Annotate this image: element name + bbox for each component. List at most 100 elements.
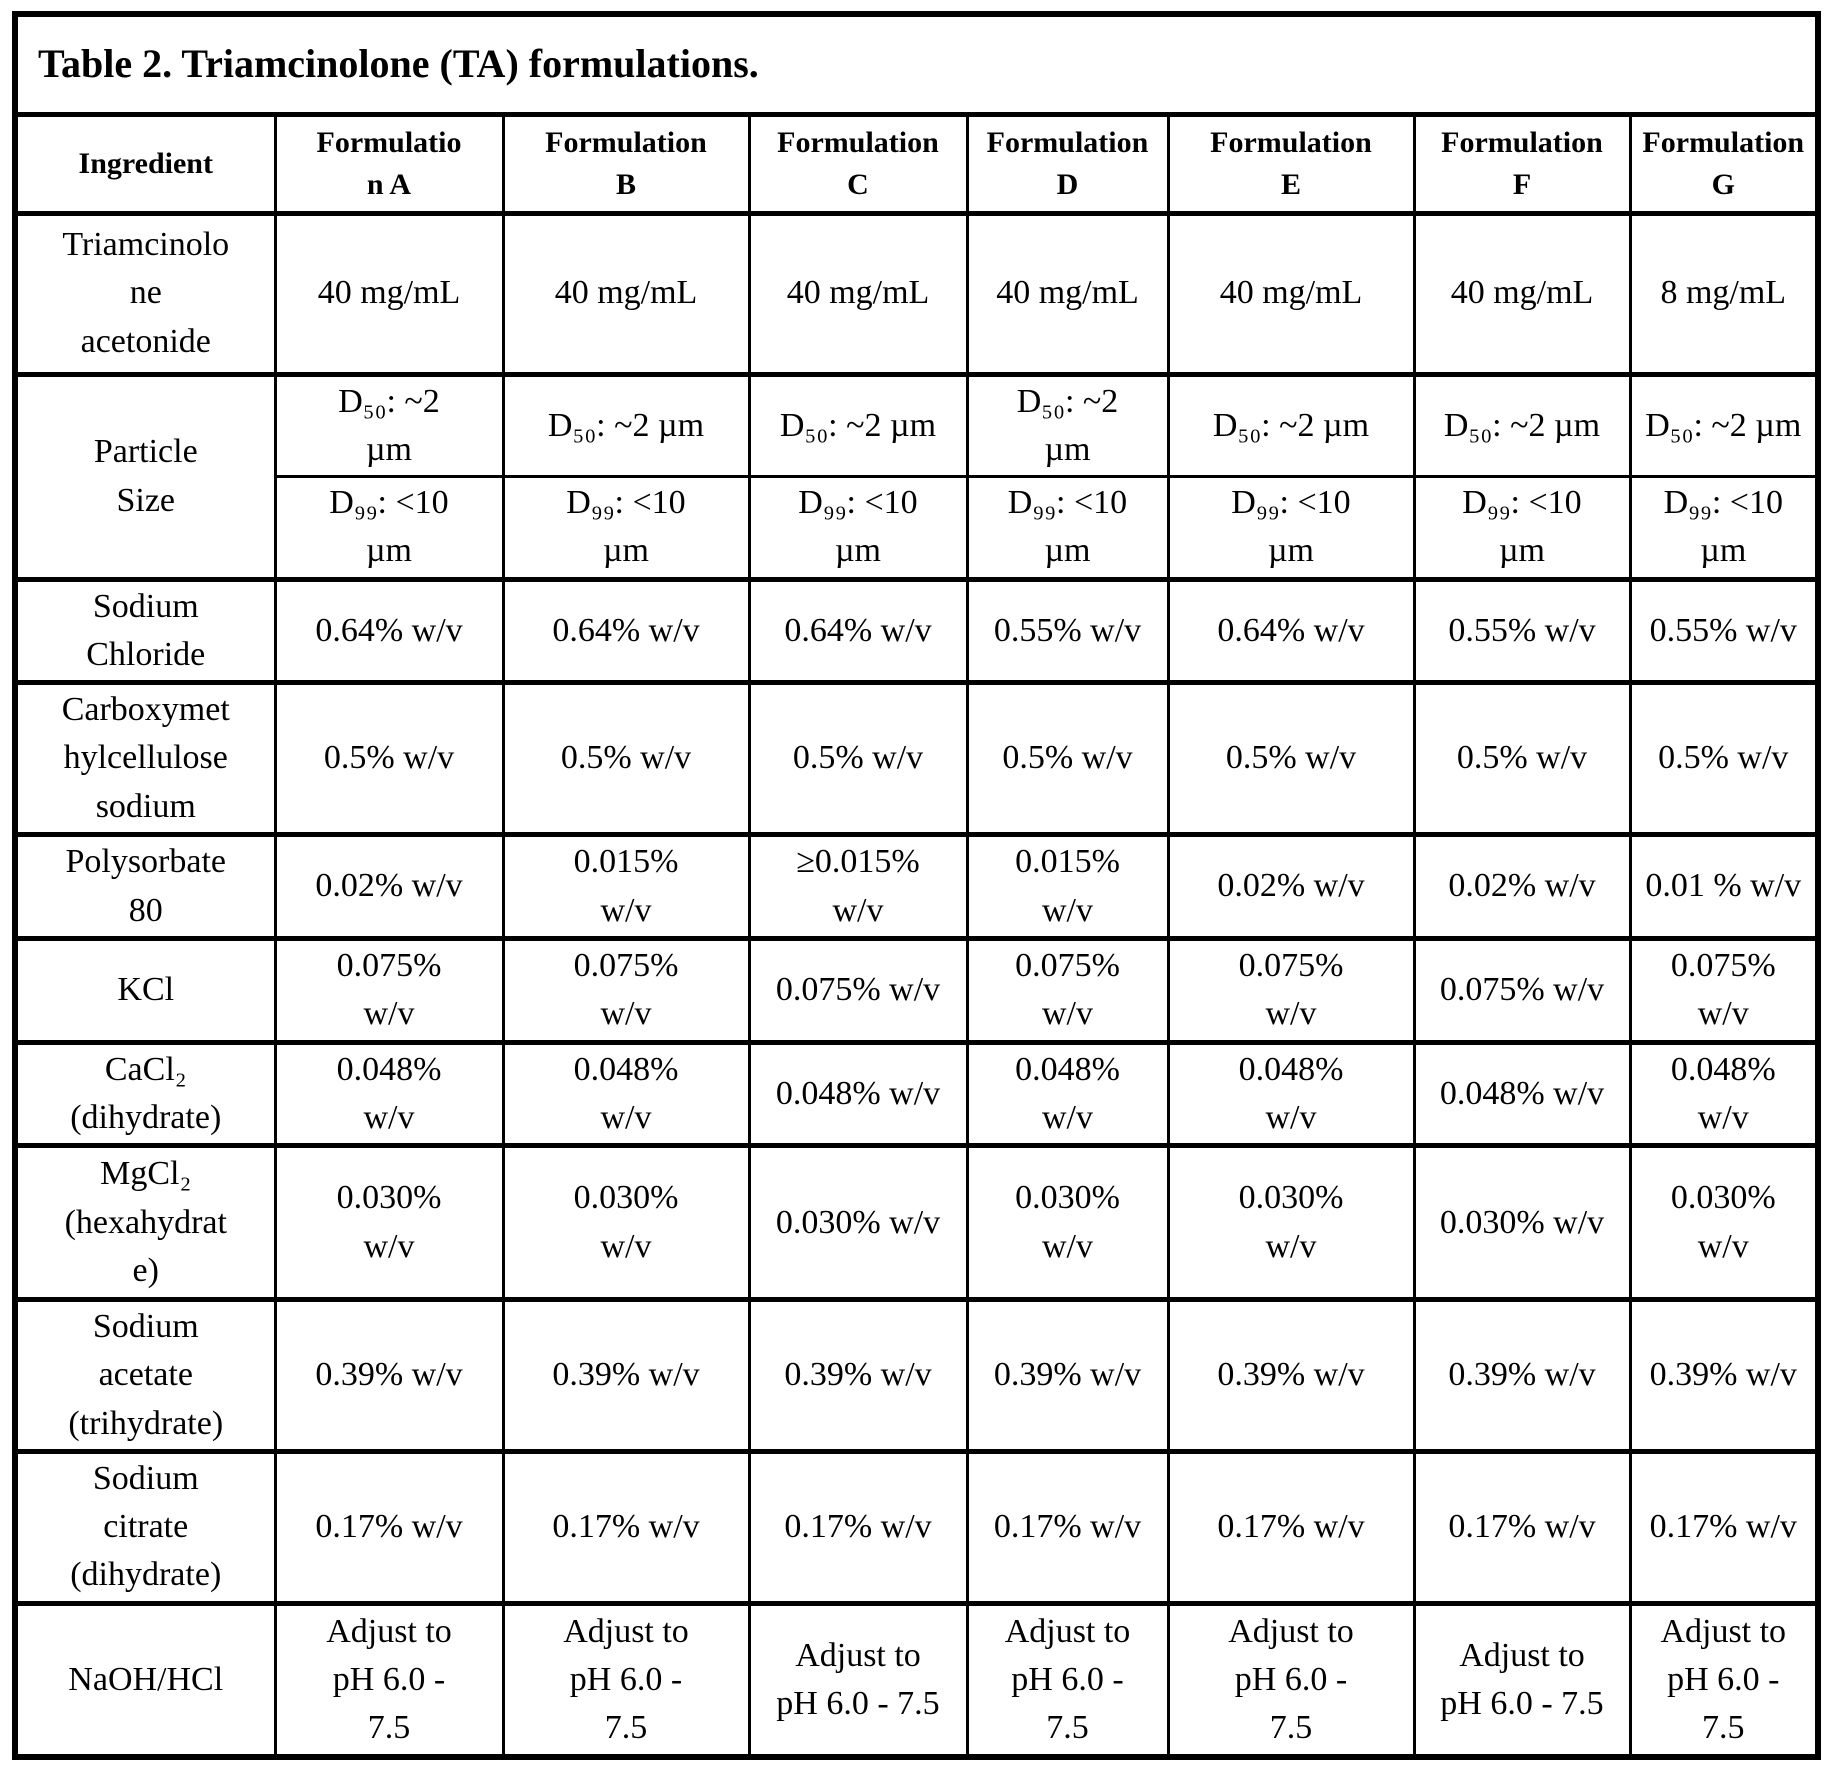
- row-label-naoh-hcl: NaOH/HCl: [13, 1600, 277, 1759]
- table-cell: Adjust to pH 6.0 - 7.5: [1628, 1600, 1820, 1759]
- table-cell: 0.5% w/v: [1412, 680, 1632, 837]
- table-cell: 0.64% w/v: [273, 576, 505, 685]
- table-cell: 0.048% w/v: [501, 1039, 751, 1148]
- table-cell: 0.39% w/v: [501, 1297, 751, 1453]
- row-label-cacl2-dihydrate: CaCl₂ (dihydrate): [13, 1039, 277, 1148]
- table-cell: 0.39% w/v: [965, 1297, 1170, 1453]
- table-cell: 0.64% w/v: [501, 576, 751, 685]
- table-cell: 0.030% w/v: [747, 1143, 969, 1302]
- table-cell: D₉₉: <10 µm: [273, 475, 505, 581]
- row-sodium-acetate-trihydrate: Sodium acetate (trihydrate) 0.39% w/v 0.…: [13, 1297, 1820, 1453]
- row-particle-size-d50: Particle Size D₅₀: ~2 µm D₅₀: ~2 µm D₅₀:…: [13, 371, 1820, 581]
- row-label-mgcl2-hexahydrate: MgCl₂ (hexahydrat e): [13, 1143, 277, 1302]
- table-cell: 40 mg/mL: [965, 210, 1170, 376]
- header-ingredient: Ingredient: [13, 111, 277, 216]
- table-cell: Adjust to pH 6.0 - 7.5: [965, 1600, 1170, 1759]
- table-title: Table 2. Triamcinolone (TA) formulations…: [13, 12, 1820, 117]
- table-cell: 0.39% w/v: [1166, 1297, 1416, 1453]
- table-cell: 40 mg/mL: [747, 210, 969, 376]
- row-mgcl2-hexahydrate: MgCl₂ (hexahydrat e) 0.030% w/v 0.030% w…: [13, 1143, 1820, 1302]
- table-cell: 0.55% w/v: [1628, 576, 1820, 685]
- table-cell: D₉₉: <10 µm: [747, 475, 969, 581]
- header-formulation-c: Formulation C: [747, 111, 969, 216]
- table-cell: 0.5% w/v: [501, 680, 751, 837]
- table-cell: 0.17% w/v: [273, 1448, 505, 1605]
- table-cell: ≥0.015% w/v: [747, 832, 969, 941]
- table-cell: 0.39% w/v: [273, 1297, 505, 1453]
- table-cell: 0.17% w/v: [1412, 1448, 1632, 1605]
- table-cell: 0.02% w/v: [1166, 832, 1416, 941]
- table-cell: 0.075% w/v: [747, 936, 969, 1044]
- table-cell: 0.030% w/v: [1166, 1143, 1416, 1302]
- header-formulation-f: Formulation F: [1412, 111, 1632, 216]
- table-cell: 0.030% w/v: [273, 1143, 505, 1302]
- row-cacl2-dihydrate: CaCl₂ (dihydrate) 0.048% w/v 0.048% w/v …: [13, 1039, 1820, 1148]
- row-particle-size-d99: D₉₉: <10 µm D₉₉: <10 µm D₉₉: <10 µm D₉₉:…: [15, 475, 1820, 581]
- table-cell: D₉₉: <10 µm: [1166, 475, 1416, 581]
- table-cell: D₉₉: <10 µm: [1628, 475, 1820, 581]
- table-cell: 0.17% w/v: [501, 1448, 751, 1605]
- formulations-table: Table 2. Triamcinolone (TA) formulations…: [12, 11, 1822, 1761]
- table-cell: 0.5% w/v: [747, 680, 969, 837]
- row-kcl: KCl 0.075% w/v 0.075% w/v 0.075% w/v 0.0…: [13, 936, 1820, 1044]
- row-label-sodium-chloride: Sodium Chloride: [13, 576, 277, 685]
- header-formulation-g: Formulation G: [1628, 111, 1820, 216]
- table-cell: 40 mg/mL: [1412, 210, 1632, 376]
- table-cell: 0.075% w/v: [501, 936, 751, 1044]
- table-cell: 0.048% w/v: [1412, 1039, 1632, 1148]
- row-naoh-hcl: NaOH/HCl Adjust to pH 6.0 - 7.5 Adjust t…: [13, 1600, 1820, 1759]
- table-cell: 0.5% w/v: [1628, 680, 1820, 837]
- table-cell: D₅₀: ~2 µm: [1628, 371, 1820, 479]
- table-cell: 0.015% w/v: [501, 832, 751, 941]
- row-label-polysorbate-80: Polysorbate 80: [13, 832, 277, 941]
- table-cell: 0.075% w/v: [273, 936, 505, 1044]
- header-formulation-a: Formulatio n A: [273, 111, 505, 216]
- row-label-particle-size: Particle Size: [13, 371, 277, 581]
- table-cell: 0.5% w/v: [965, 680, 1170, 837]
- row-carboxymethylcellulose-sodium: Carboxymet hylcellulose sodium 0.5% w/v …: [13, 680, 1820, 837]
- row-label-sodium-acetate-trihydrate: Sodium acetate (trihydrate): [13, 1297, 277, 1453]
- table-cell: Adjust to pH 6.0 - 7.5: [273, 1600, 505, 1759]
- table-cell: 0.075% w/v: [965, 936, 1170, 1044]
- table-cell: 0.075% w/v: [1628, 936, 1820, 1044]
- header-formulation-e: Formulation E: [1166, 111, 1416, 216]
- table-cell: 0.39% w/v: [1412, 1297, 1632, 1453]
- table-cell: 0.048% w/v: [1628, 1039, 1820, 1148]
- table-cell: 0.39% w/v: [1628, 1297, 1820, 1453]
- table-cell: D₅₀: ~2 µm: [501, 371, 751, 479]
- row-sodium-citrate-dihydrate: Sodium citrate (dihydrate) 0.17% w/v 0.1…: [13, 1448, 1820, 1605]
- table-cell: 0.02% w/v: [1412, 832, 1632, 941]
- table-cell: D₅₀: ~2 µm: [1412, 371, 1632, 479]
- header-row: Ingredient Formulatio n A Formulation B …: [13, 111, 1820, 216]
- table-cell: D₅₀: ~2 µm: [965, 371, 1170, 479]
- table-cell: 0.048% w/v: [273, 1039, 505, 1148]
- table-cell: Adjust to pH 6.0 - 7.5: [501, 1600, 751, 1759]
- table-cell: 0.5% w/v: [1166, 680, 1416, 837]
- row-polysorbate-80: Polysorbate 80 0.02% w/v 0.015% w/v ≥0.0…: [13, 832, 1820, 941]
- table-cell: 0.64% w/v: [1166, 576, 1416, 685]
- table-cell: 0.048% w/v: [747, 1039, 969, 1148]
- row-label-triamcinolone-acetonide: Triamcinolo ne acetonide: [13, 210, 277, 376]
- table-cell: 0.55% w/v: [965, 576, 1170, 685]
- table-cell: 40 mg/mL: [1166, 210, 1416, 376]
- row-label-sodium-citrate-dihydrate: Sodium citrate (dihydrate): [13, 1448, 277, 1605]
- table-cell: 0.030% w/v: [1412, 1143, 1632, 1302]
- row-sodium-chloride: Sodium Chloride 0.64% w/v 0.64% w/v 0.64…: [13, 576, 1820, 685]
- table-cell: 0.048% w/v: [1166, 1039, 1416, 1148]
- table-cell: 0.17% w/v: [1166, 1448, 1416, 1605]
- table-cell: 0.030% w/v: [965, 1143, 1170, 1302]
- table-cell: 0.075% w/v: [1412, 936, 1632, 1044]
- table-cell: 0.030% w/v: [501, 1143, 751, 1302]
- header-formulation-b: Formulation B: [501, 111, 751, 216]
- table-cell: Adjust to pH 6.0 - 7.5: [1166, 1600, 1416, 1759]
- row-label-kcl: KCl: [13, 936, 277, 1044]
- table-cell: 0.64% w/v: [747, 576, 969, 685]
- table-cell: Adjust to pH 6.0 - 7.5: [1412, 1600, 1632, 1759]
- table-cell: 0.048% w/v: [965, 1039, 1170, 1148]
- table-cell: D₅₀: ~2 µm: [273, 371, 505, 479]
- table-cell: 0.17% w/v: [1628, 1448, 1820, 1605]
- table-cell: 0.17% w/v: [747, 1448, 969, 1605]
- row-label-carboxymethylcellulose-sodium: Carboxymet hylcellulose sodium: [13, 680, 277, 837]
- table-cell: Adjust to pH 6.0 - 7.5: [747, 1600, 969, 1759]
